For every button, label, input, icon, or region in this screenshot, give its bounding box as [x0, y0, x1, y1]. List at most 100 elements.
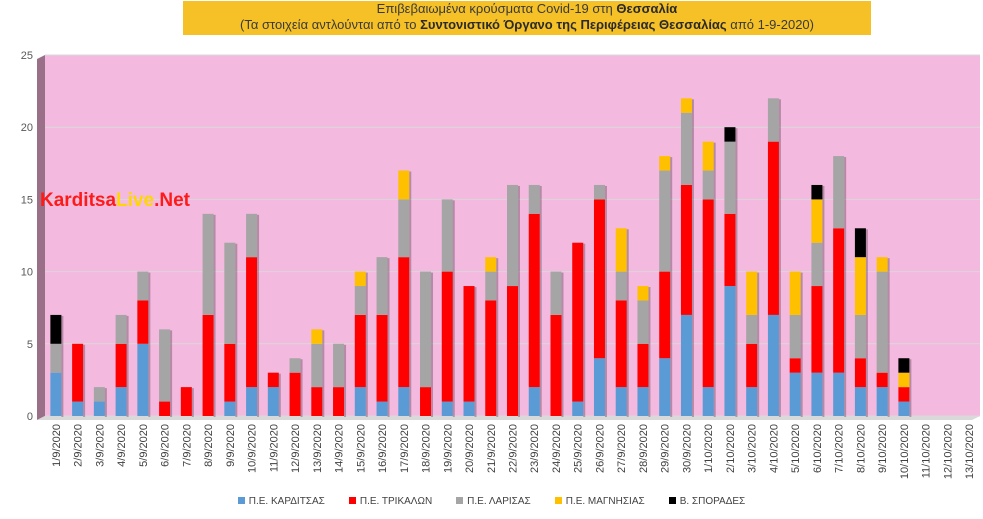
- bar-segment-shade: [431, 272, 434, 389]
- bar-segment-shade: [909, 373, 912, 389]
- x-tick-label: 26/9/2020: [594, 424, 606, 473]
- bar-segment: [615, 228, 627, 272]
- bar-segment: [398, 199, 410, 258]
- x-tick-label: 11/9/2020: [268, 424, 280, 472]
- bar-segment: [376, 401, 388, 416]
- bar-segment: [572, 242, 584, 402]
- bar-segment: [137, 343, 149, 416]
- watermark-logo: KarditsaLive.Net: [40, 190, 190, 211]
- bar-segment-shade: [626, 272, 629, 302]
- bar-segment: [311, 387, 323, 416]
- bar-segment: [311, 343, 323, 388]
- legend-swatch: [456, 497, 464, 504]
- bar-segment: [267, 387, 279, 416]
- bar-segment-shade: [887, 258, 890, 273]
- bar-segment: [746, 343, 758, 388]
- bar-segment: [528, 213, 540, 388]
- bar-segment-shade: [691, 315, 694, 417]
- bar-segment: [115, 387, 127, 416]
- bar-segment-shade: [431, 388, 434, 417]
- bar-segment-shade: [83, 402, 86, 417]
- chart-title: Επιβεβαιωμένα κρούσματα Covid-19 στη Θεσ…: [183, 1, 871, 35]
- bar-segment-shade: [322, 344, 325, 389]
- bar-segment-shade: [757, 388, 760, 417]
- bar-segment: [485, 257, 497, 272]
- bar-segment-shade: [452, 200, 455, 273]
- bar-segment: [93, 401, 105, 416]
- x-tick-label: 11/10/2020: [921, 424, 933, 478]
- bar-segment: [898, 358, 910, 373]
- bar-segment: [833, 156, 845, 229]
- bar-segment-shade: [409, 200, 412, 259]
- x-tick-label: 18/9/2020: [421, 424, 433, 473]
- bar-segment: [615, 300, 627, 388]
- bar-segment-shade: [561, 272, 564, 316]
- bar-segment-shade: [909, 388, 912, 403]
- legend-label: Π.Ε. ΚΑΡΔΙΤΣΑΣ: [248, 496, 325, 507]
- bar-segment: [528, 387, 540, 416]
- bar-segment-shade: [474, 402, 477, 417]
- bar-segment-shade: [735, 214, 738, 288]
- bar-segment: [420, 387, 432, 416]
- bar-segment-shade: [539, 214, 542, 389]
- bar-segment-shade: [257, 214, 260, 259]
- x-tick-label: 7/9/2020: [181, 424, 193, 467]
- x-tick-label: 23/9/2020: [529, 424, 541, 473]
- x-tick-label: 10/10/2020: [899, 424, 911, 479]
- x-tick-label: 6/10/2020: [812, 424, 824, 473]
- bar-segment-shade: [387, 258, 390, 316]
- x-tick-label: 22/9/2020: [508, 424, 520, 473]
- y-tick-label: 10: [21, 267, 33, 279]
- bar-segment-shade: [648, 388, 651, 417]
- x-tick-label: 7/10/2020: [834, 424, 846, 473]
- bar-segment: [615, 271, 627, 301]
- bar-segment-shade: [735, 142, 738, 215]
- bar-segment-shade: [61, 344, 64, 374]
- plot-side-wall: [37, 55, 45, 420]
- x-tick-label: 19/9/2020: [442, 424, 454, 473]
- x-tick-label: 12/9/2020: [290, 424, 302, 473]
- bar-segment-shade: [104, 402, 107, 417]
- bar-segment: [767, 98, 779, 142]
- bar-segment-shade: [213, 315, 216, 417]
- x-tick-label: 8/9/2020: [203, 424, 215, 467]
- bar-segment-shade: [583, 243, 586, 403]
- bar-segment: [159, 329, 171, 402]
- bar-segment-shade: [735, 287, 738, 417]
- x-tick-label: 1/9/2020: [51, 424, 63, 467]
- bar-segment-shade: [83, 344, 86, 403]
- bar-segment: [507, 184, 518, 287]
- bar-segment: [767, 314, 779, 416]
- bar-segment-shade: [300, 373, 303, 417]
- bar-segment-shade: [170, 402, 173, 417]
- bar-segment-shade: [539, 185, 542, 215]
- x-tick-label: 27/9/2020: [616, 424, 628, 473]
- legend-swatch: [668, 497, 676, 504]
- bar-segment: [224, 401, 236, 416]
- bar-segment-shade: [257, 258, 260, 389]
- x-tick-label: 30/9/2020: [681, 424, 693, 473]
- bar-segment: [267, 372, 279, 388]
- legend-item: Β. ΣΠΟΡΑΔΕΣ: [668, 496, 745, 507]
- x-tick-label: 3/9/2020: [94, 424, 106, 467]
- bar-segment: [463, 286, 475, 402]
- bar-segment: [702, 170, 714, 200]
- x-tick-label: 24/9/2020: [551, 424, 563, 473]
- bar-segment: [702, 141, 714, 171]
- x-tick-label: 29/9/2020: [660, 424, 672, 473]
- legend-swatch: [554, 497, 562, 504]
- x-tick-label: 5/10/2020: [790, 424, 802, 473]
- x-tick-label: 13/9/2020: [312, 424, 324, 473]
- bar-segment: [72, 401, 84, 416]
- bar-segment-shade: [126, 388, 129, 417]
- bar-segment-shade: [409, 171, 412, 201]
- plot-floor: [37, 416, 980, 420]
- x-tick-label: 2/10/2020: [725, 424, 737, 473]
- x-tick-label: 20/9/2020: [464, 424, 476, 473]
- bar-segment: [398, 387, 410, 416]
- bar-segment-shade: [909, 359, 912, 374]
- bar-segment-shade: [713, 388, 716, 417]
- bar-segment: [746, 314, 758, 344]
- x-tick-label: 15/9/2020: [355, 424, 367, 473]
- bar-segment-shade: [561, 315, 564, 417]
